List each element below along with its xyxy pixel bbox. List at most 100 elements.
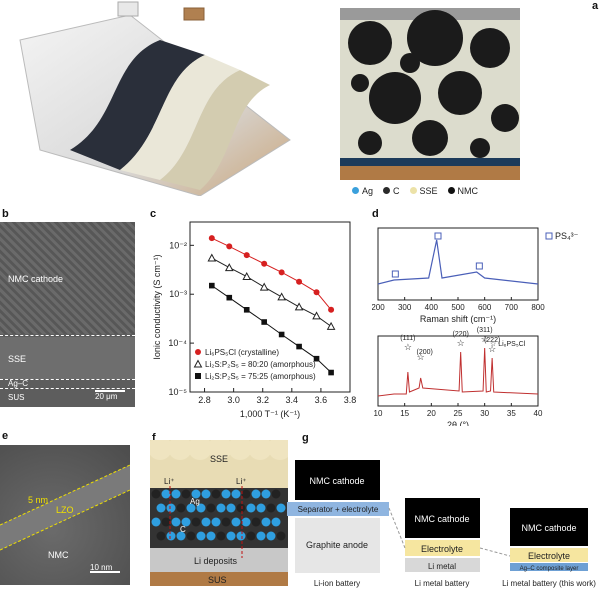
data-point-1	[277, 292, 286, 301]
data-point-2	[328, 369, 334, 376]
ag-c-particle	[196, 531, 206, 541]
ag-c-particle	[261, 489, 271, 499]
raman-tick-label: 800	[531, 303, 545, 312]
peak-index-label: (311)	[477, 327, 493, 334]
ag-c-particle	[256, 503, 266, 513]
sse-label-f: SSE	[210, 454, 228, 464]
raman-x-label: Raman shift (cm⁻¹)	[420, 314, 496, 324]
xrd-tick-label: 15	[400, 409, 409, 418]
x-axis-label: 1,000 T⁻¹ (K⁻¹)	[240, 409, 300, 419]
ag-c-particle	[176, 531, 186, 541]
ag-c-particle	[236, 531, 246, 541]
ag-c-particle	[206, 531, 216, 541]
panel-b-letter: b	[2, 208, 9, 220]
interface-line-2	[0, 379, 135, 380]
sem-cross-section-image: NMC cathode SSE Ag–C SUS 20 μm	[0, 222, 135, 407]
col1-caption: Li-ion battery	[314, 579, 360, 588]
g-connector-1	[388, 507, 406, 549]
ag-c-particle	[261, 517, 271, 527]
ps4-marker	[475, 262, 483, 270]
raman-frame	[377, 227, 539, 301]
col2-electrolyte-label: Electrolyte	[421, 544, 463, 554]
x-tick-label: 3.4	[286, 395, 299, 405]
scale-bar-e	[90, 571, 120, 573]
ag-c-particle	[221, 517, 231, 527]
col1-cathode-label: NMC cathode	[309, 476, 364, 486]
panel-a-legend: Ag C SSE NMC	[352, 186, 478, 196]
nmc-particle	[412, 120, 448, 156]
ag-c-particle	[201, 517, 211, 527]
xrd-tick-label: 35	[507, 409, 516, 418]
data-point-1	[242, 271, 252, 281]
legend-item-c: C	[383, 186, 400, 196]
pouch-cell-illustration	[19, 1, 291, 196]
ag-c-particle	[151, 489, 161, 499]
ag-c-label: Ag–C	[8, 379, 29, 388]
peak-star-icon: ☆	[457, 338, 465, 348]
ag-c-particle	[241, 517, 251, 527]
data-point-1	[326, 321, 336, 330]
ag-c-particle	[191, 489, 201, 499]
c-label-f: C	[180, 525, 186, 534]
interface-line-1	[0, 335, 135, 336]
lzo-coating-band	[0, 464, 130, 551]
col2-cathode-label: NMC cathode	[414, 514, 469, 524]
ps4-legend-marker	[545, 232, 553, 240]
sse-particle	[248, 440, 272, 460]
sse-particle	[168, 440, 192, 460]
ag-c-particle	[251, 517, 261, 527]
ag-c-particle	[156, 531, 166, 541]
y-axis-label: Ionic conductivity (S cm⁻¹)	[152, 254, 162, 359]
nmc-label: NMC	[48, 550, 69, 560]
nmc-dot-icon	[447, 187, 455, 194]
data-point-2	[296, 343, 302, 350]
legend-marker-0	[195, 349, 201, 355]
peak-index-label: (111)	[400, 335, 415, 342]
col3-layer-label: Ag–C composite layer	[520, 566, 579, 572]
nmc-region	[0, 222, 135, 334]
ag-c-particle	[181, 517, 191, 527]
sse-region	[0, 337, 135, 379]
raman-tick-label: 700	[505, 303, 519, 312]
x-tick-label: 3.8	[344, 395, 357, 405]
sus-label-f: SUS	[208, 575, 227, 585]
data-point-1	[259, 282, 269, 291]
battery-comparison-diagram: NMC cathode Separator + electrolyte Grap…	[287, 460, 596, 588]
xrd-x-label: 2θ (°)	[447, 420, 469, 426]
nmc-particles	[344, 10, 520, 164]
ps4-marker	[391, 270, 399, 278]
col3-cathode-label: NMC cathode	[521, 523, 576, 533]
panel-c-letter: c	[150, 208, 157, 220]
panel-e-letter: e	[2, 430, 9, 442]
ag-c-particle	[276, 531, 286, 541]
col3-caption: Li metal battery (this work)	[502, 579, 596, 588]
sus-label: SUS	[8, 393, 25, 402]
data-point-1	[294, 302, 304, 311]
scale-bar-e-label: 10 nm	[90, 563, 113, 572]
ag-c-particle	[216, 531, 226, 541]
nmc-particle	[400, 53, 420, 73]
col1-anode-label: Graphite anode	[306, 540, 368, 550]
ag-c-particle	[186, 531, 196, 541]
nmc-particle	[470, 138, 490, 158]
data-point-1	[207, 253, 217, 262]
raman-tick-label: 200	[372, 303, 385, 312]
ag-c-particle	[266, 531, 276, 541]
peak-star-icon: ☆	[417, 352, 425, 362]
ag-c-particle	[196, 503, 206, 513]
series-line-0	[211, 237, 332, 311]
series-line-2	[211, 285, 332, 373]
col3-ag-c-layer	[510, 563, 588, 571]
data-point-0	[243, 252, 250, 259]
ag-c-particle	[236, 503, 246, 513]
col3-electrolyte-label: Electrolyte	[528, 551, 570, 561]
ag-c-particle	[166, 531, 176, 541]
xrd-tick-label: 10	[374, 409, 383, 418]
ag-c-particle	[161, 489, 171, 499]
interface-line-3	[0, 388, 135, 389]
panel-g-letter: g	[302, 432, 309, 444]
ag-c-particle	[206, 503, 216, 513]
conductivity-chart: 2.8 3.0 3.2 3.4 3.6 3.8 10⁻² 10⁻³ 10⁻⁴ 10⁻⁵ 1,000 …	[152, 221, 357, 419]
sse-dot-icon	[409, 187, 417, 194]
ag-c-particle	[231, 489, 241, 499]
